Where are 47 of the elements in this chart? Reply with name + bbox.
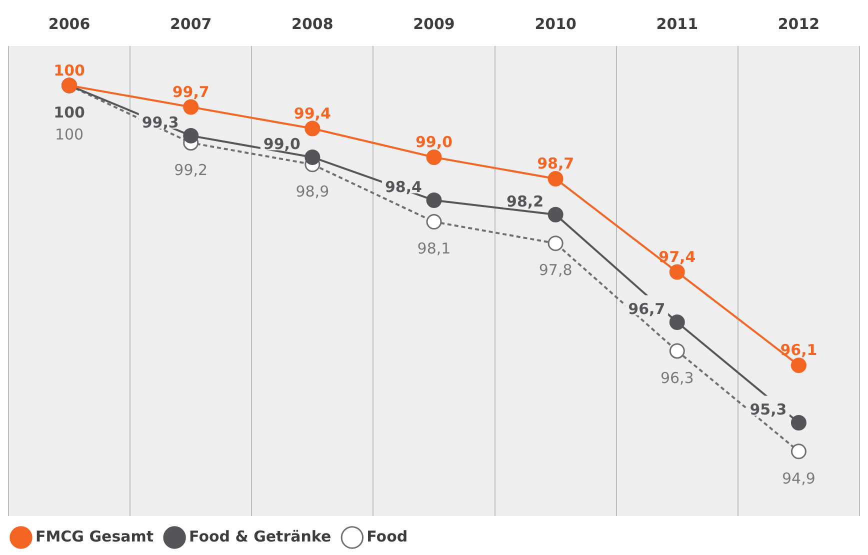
data-label: 98,4 — [384, 178, 422, 196]
x-tick-label: 2007 — [170, 14, 212, 33]
data-label: 96,7 — [628, 300, 666, 318]
legend-label: Food — [366, 527, 408, 546]
point — [304, 120, 320, 136]
data-label: 99,0 — [263, 135, 300, 154]
data-label: 100 — [54, 103, 85, 122]
data-label: 98,7 — [537, 154, 574, 173]
x-tick-label: 2009 — [413, 14, 455, 33]
point — [548, 236, 564, 252]
point — [790, 414, 806, 430]
x-tick-label: 2008 — [292, 14, 334, 33]
point — [548, 206, 564, 222]
data-label: 94,9 — [782, 469, 816, 488]
point — [183, 99, 199, 115]
data-label: 99,0 — [415, 133, 453, 152]
x-tick-label: 2006 — [48, 14, 90, 33]
data-label: 96,1 — [780, 341, 818, 360]
data-label: 98,2 — [506, 192, 544, 211]
data-label: 97,4 — [658, 248, 696, 266]
x-tick-label: 2010 — [534, 14, 576, 33]
point — [669, 314, 685, 330]
point — [669, 264, 685, 280]
data-label: 100 — [54, 125, 84, 144]
data-label: 99,4 — [294, 104, 331, 122]
data-label: 99,2 — [174, 160, 208, 179]
point — [426, 192, 442, 208]
point — [790, 444, 806, 460]
data-label: 100 — [54, 61, 85, 80]
data-label: 98,1 — [417, 240, 451, 258]
data-label: 95,3 — [750, 400, 787, 419]
x-tick-label: 2012 — [778, 14, 820, 33]
legend-label: Food & Getränke — [189, 527, 332, 546]
x-tick-label: 2011 — [656, 14, 698, 33]
point — [669, 343, 685, 359]
point — [304, 149, 320, 165]
data-label: 97,8 — [538, 261, 572, 280]
point — [426, 214, 442, 230]
legend-label: FMCG Gesamt — [36, 527, 154, 546]
data-label: 99,3 — [142, 114, 179, 132]
data-label: 99,7 — [172, 82, 210, 101]
point — [183, 128, 199, 144]
point — [426, 149, 442, 165]
point — [548, 171, 564, 186]
point — [790, 358, 806, 374]
data-label: 96,3 — [660, 368, 694, 387]
data-label: 98,9 — [296, 182, 330, 200]
